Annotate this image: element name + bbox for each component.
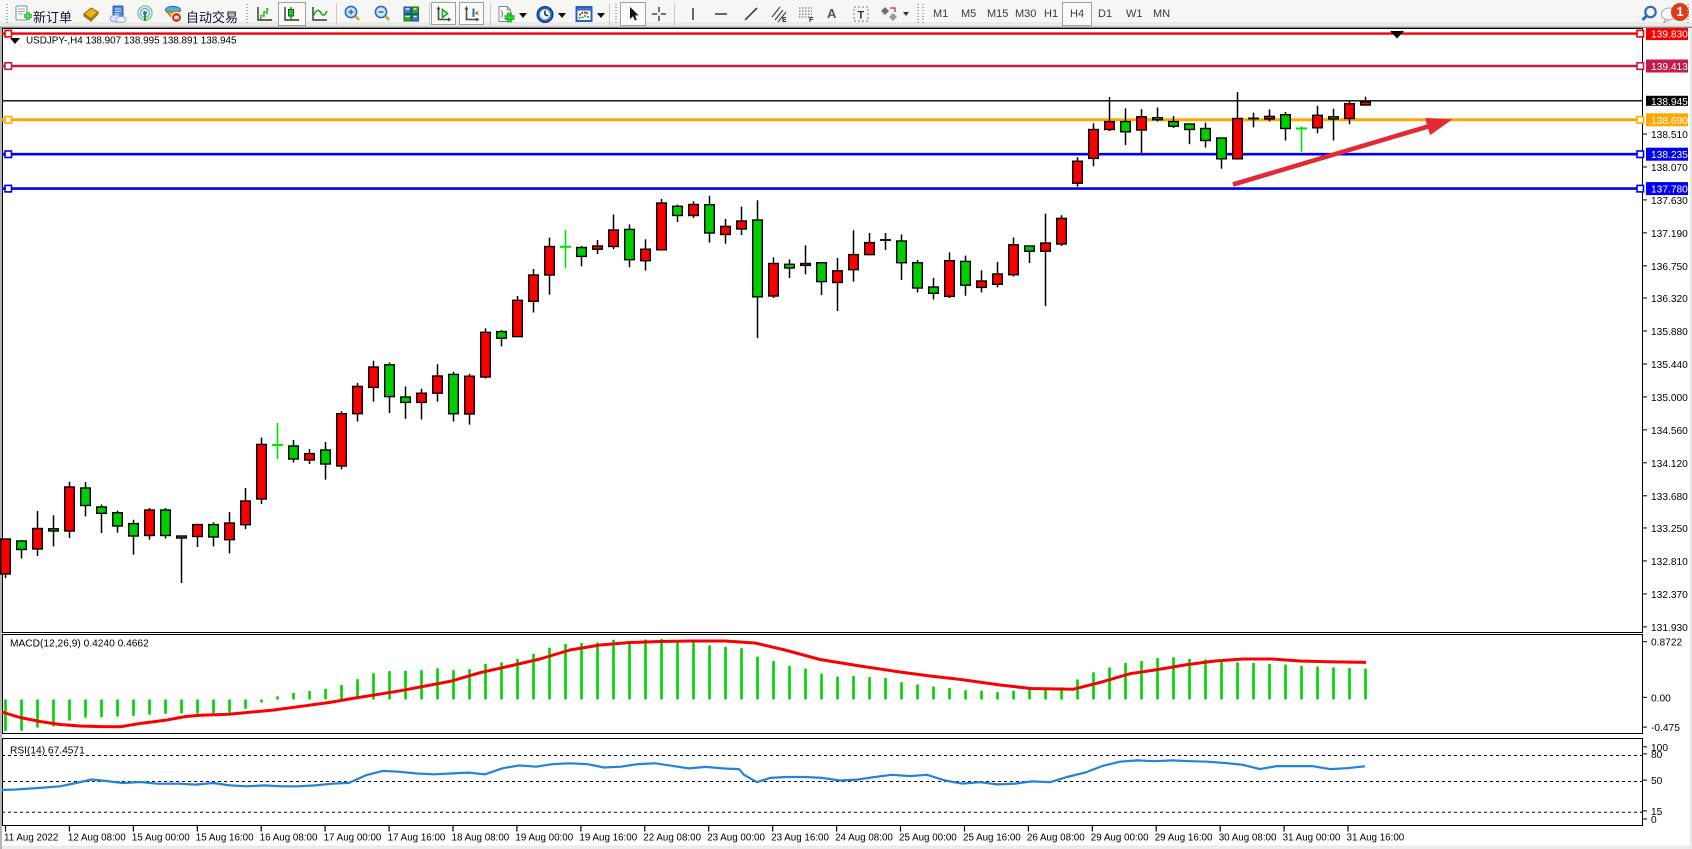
svg-text:136.750: 136.750 xyxy=(1651,262,1688,273)
svg-text:F: F xyxy=(809,17,814,23)
svg-text:12 Aug 08:00: 12 Aug 08:00 xyxy=(68,833,126,844)
svg-text:136.320: 136.320 xyxy=(1651,294,1688,305)
svg-text:138.690: 138.690 xyxy=(1651,116,1688,127)
svg-text:31 Aug 16:00: 31 Aug 16:00 xyxy=(1347,833,1405,844)
svg-text:138.235: 138.235 xyxy=(1651,150,1688,161)
svg-text:16 Aug 08:00: 16 Aug 08:00 xyxy=(260,833,318,844)
svg-text:29 Aug 00:00: 29 Aug 00:00 xyxy=(1091,833,1149,844)
svg-text:RSI(14) 67.4571: RSI(14) 67.4571 xyxy=(10,746,85,757)
svg-text:138.945: 138.945 xyxy=(1651,97,1688,108)
svg-text:0.8722: 0.8722 xyxy=(1651,638,1682,649)
svg-text:133.250: 133.250 xyxy=(1651,524,1688,535)
svg-text:0: 0 xyxy=(1651,815,1657,826)
svg-text:15 Aug 16:00: 15 Aug 16:00 xyxy=(196,833,254,844)
svg-text:132.810: 132.810 xyxy=(1651,557,1688,568)
svg-text:MACD(12,26,9) 0.4240 0.4662: MACD(12,26,9) 0.4240 0.4662 xyxy=(10,639,149,650)
svg-text:18 Aug 08:00: 18 Aug 08:00 xyxy=(452,833,510,844)
svg-text:11 Aug 2022: 11 Aug 2022 xyxy=(4,833,58,844)
svg-text:19 Aug 16:00: 19 Aug 16:00 xyxy=(579,833,637,844)
svg-text:137.190: 137.190 xyxy=(1651,229,1688,240)
svg-text:135.440: 135.440 xyxy=(1651,360,1688,371)
svg-text:137.780: 137.780 xyxy=(1651,185,1688,196)
svg-text:15: 15 xyxy=(1651,807,1663,818)
svg-text:138.070: 138.070 xyxy=(1651,163,1688,174)
svg-text:22 Aug 08:00: 22 Aug 08:00 xyxy=(643,833,701,844)
svg-text:25 Aug 00:00: 25 Aug 00:00 xyxy=(899,833,957,844)
svg-text:15 Aug 00:00: 15 Aug 00:00 xyxy=(132,833,190,844)
svg-text:135.000: 135.000 xyxy=(1651,393,1688,404)
svg-text:132.370: 132.370 xyxy=(1651,590,1688,601)
svg-text:31 Aug 00:00: 31 Aug 00:00 xyxy=(1283,833,1341,844)
svg-text:131.930: 131.930 xyxy=(1651,623,1688,634)
svg-text:134.560: 134.560 xyxy=(1651,426,1688,437)
svg-text:133.680: 133.680 xyxy=(1651,492,1688,503)
svg-text:100: 100 xyxy=(1651,743,1668,754)
svg-text:17 Aug 00:00: 17 Aug 00:00 xyxy=(324,833,382,844)
svg-text:135.880: 135.880 xyxy=(1651,327,1688,338)
svg-text:24 Aug 08:00: 24 Aug 08:00 xyxy=(835,833,893,844)
svg-text:19 Aug 00:00: 19 Aug 00:00 xyxy=(515,833,573,844)
svg-text:23 Aug 00:00: 23 Aug 00:00 xyxy=(707,833,765,844)
svg-text:T: T xyxy=(858,10,865,22)
svg-text:138.510: 138.510 xyxy=(1651,130,1688,141)
svg-text:50: 50 xyxy=(1651,776,1663,787)
svg-text:139.830: 139.830 xyxy=(1651,30,1688,41)
svg-text:29 Aug 16:00: 29 Aug 16:00 xyxy=(1155,833,1213,844)
svg-text:23 Aug 16:00: 23 Aug 16:00 xyxy=(771,833,829,844)
svg-text:17 Aug 16:00: 17 Aug 16:00 xyxy=(388,833,446,844)
svg-text:E: E xyxy=(782,17,787,23)
svg-text:0.00: 0.00 xyxy=(1651,693,1671,704)
svg-text:80: 80 xyxy=(1651,750,1663,761)
svg-text:134.120: 134.120 xyxy=(1651,459,1688,470)
svg-text:USDJPY-,H4 138.907 138.995 13: USDJPY-,H4 138.907 138.995 138.891 138.9… xyxy=(26,36,237,47)
svg-text:25 Aug 16:00: 25 Aug 16:00 xyxy=(963,833,1021,844)
svg-text:26 Aug 08:00: 26 Aug 08:00 xyxy=(1027,833,1085,844)
svg-text:30 Aug 08:00: 30 Aug 08:00 xyxy=(1219,833,1277,844)
svg-text:137.630: 137.630 xyxy=(1651,196,1688,207)
svg-text:139.413: 139.413 xyxy=(1651,62,1688,73)
svg-text:-0.475: -0.475 xyxy=(1651,723,1680,734)
